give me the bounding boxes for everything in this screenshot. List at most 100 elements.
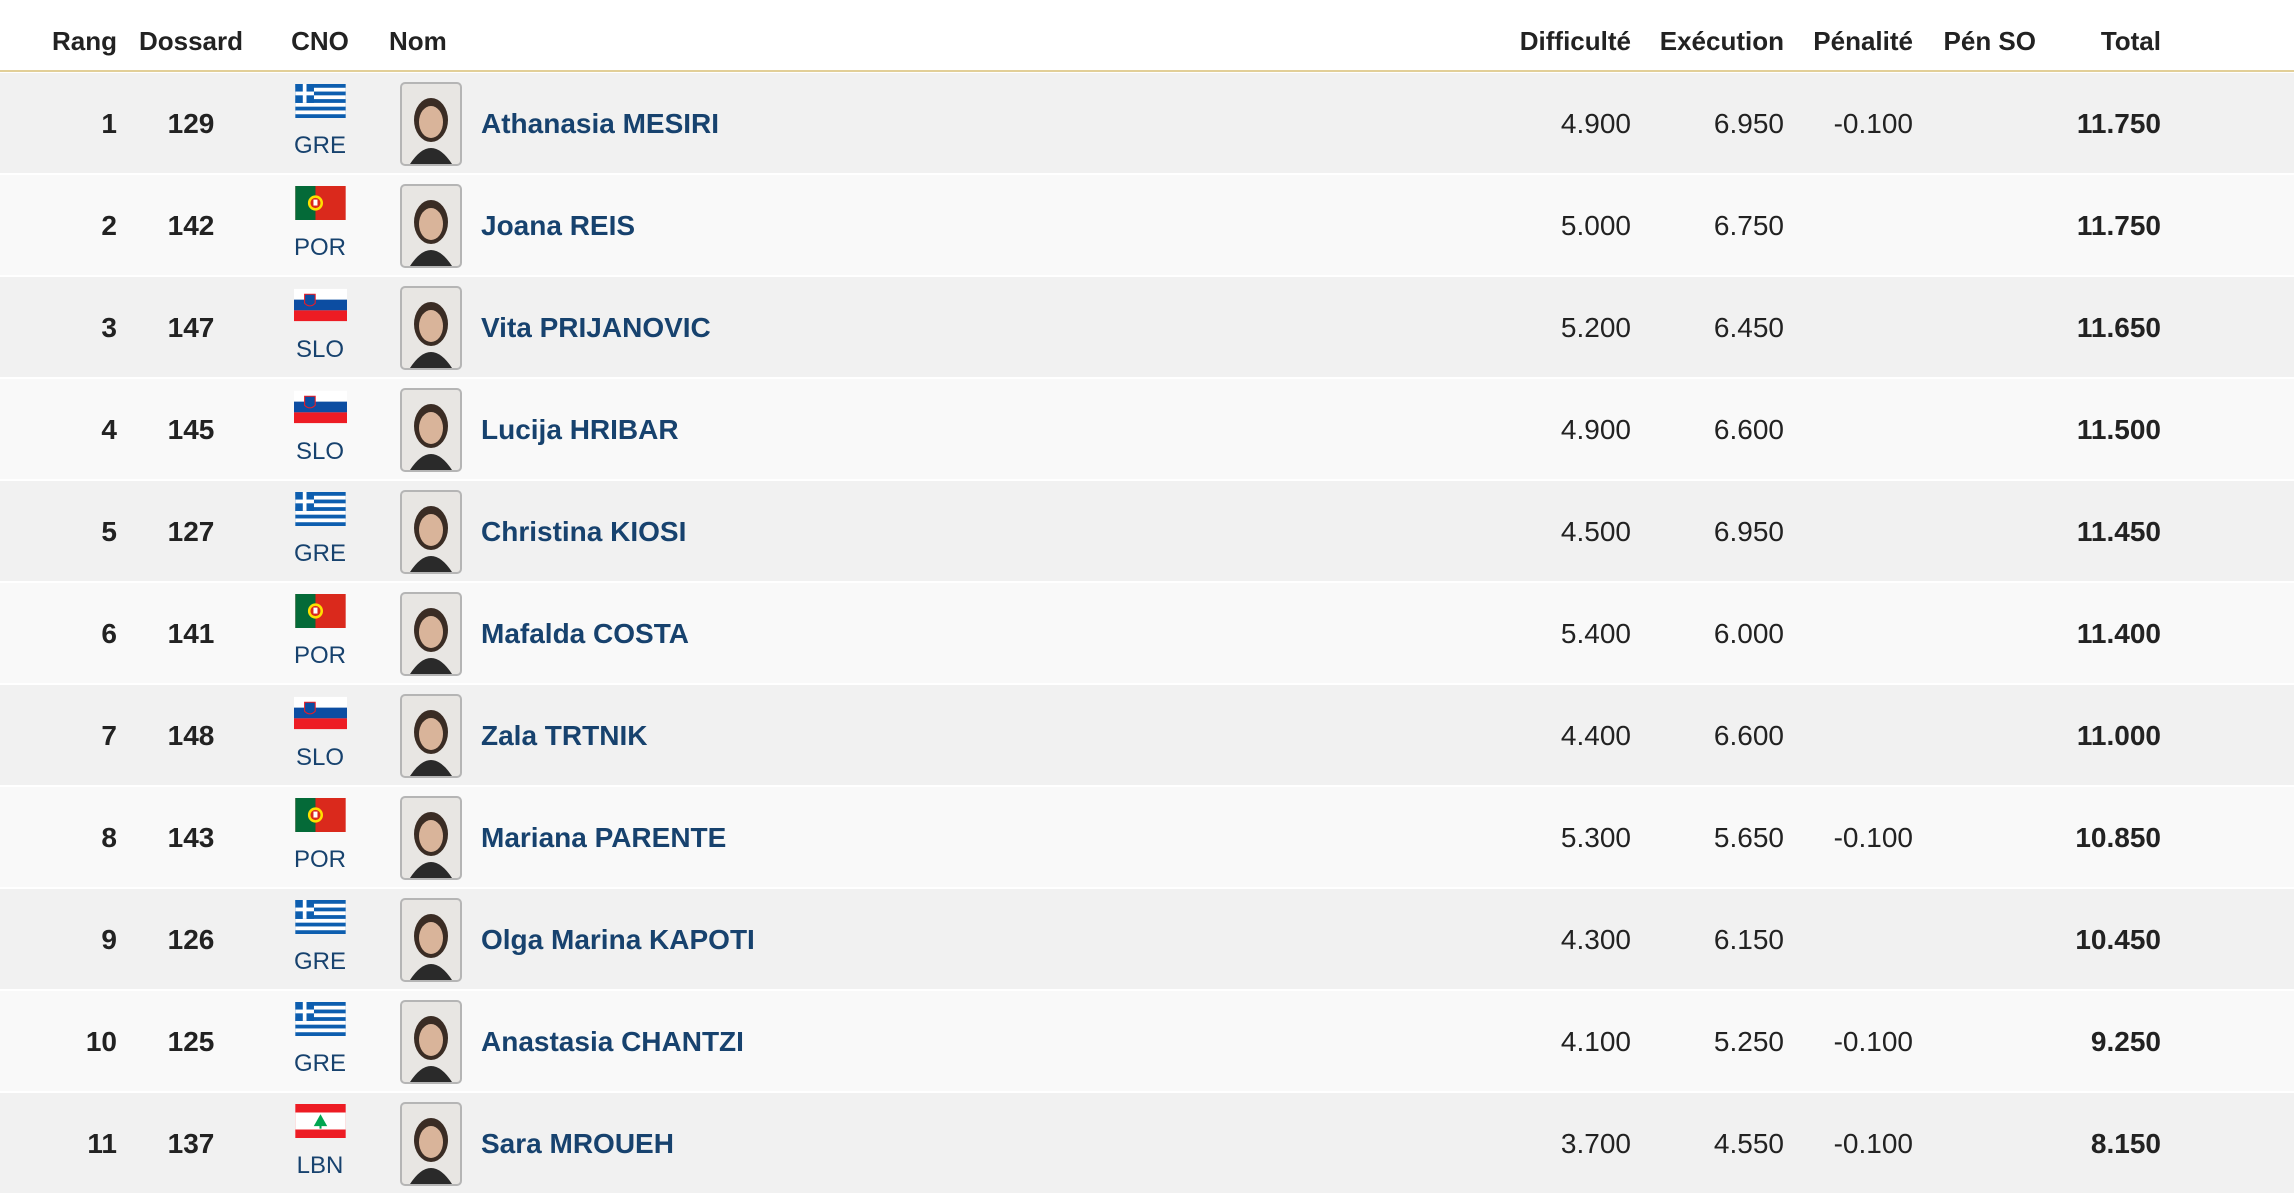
column-header: Nom — [389, 26, 447, 56]
athlete-photo — [400, 592, 462, 676]
country-code: SLO — [295, 438, 345, 465]
result-row: 6 141 POR Mafalda COSTA 5.400 6.000 11.400 — [0, 583, 2294, 683]
score-cell: 5 — [101, 516, 117, 547]
athlete-photo — [400, 286, 462, 370]
score-cell: 129 — [167, 108, 215, 139]
score-cell: 6.950 — [1713, 108, 1784, 139]
score-cell: 141 — [167, 618, 215, 649]
score-cell: 11.000 — [2076, 720, 2161, 751]
country-code: LBN — [296, 1152, 344, 1179]
score-cell: 11.650 — [2076, 312, 2161, 343]
country-flag — [294, 390, 347, 424]
score-cell: 145 — [167, 414, 215, 445]
country-flag — [295, 594, 346, 628]
result-row: 1 129 GRE Athanasia MESIRI 4.900 6.950 -0.100 1… — [0, 73, 2294, 173]
score-cell: 8.150 — [2090, 1128, 2161, 1159]
column-header: Exécution — [1659, 26, 1784, 56]
score-cell: 142 — [167, 210, 215, 241]
score-cell: 6.600 — [1713, 720, 1784, 751]
athlete-name: Lucija HRIBAR — [481, 414, 679, 445]
score-cell: 11.400 — [2076, 618, 2161, 649]
score-cell: 5.200 — [1560, 312, 1631, 343]
score-cell: 127 — [167, 516, 215, 547]
country-code: GRE — [293, 1050, 346, 1077]
athlete-name: Mariana PARENTE — [481, 822, 727, 853]
result-row: 3 147 SLO Vita PRIJANOVIC 5.200 6.450 11.650 — [0, 277, 2294, 377]
result-row: 11 137 LBN Sara MROUEH 3.700 4.550 -0.100 8.150 — [0, 1093, 2294, 1193]
score-cell: 6.750 — [1713, 210, 1784, 241]
country-code: GRE — [293, 540, 346, 567]
score-cell: 6.150 — [1713, 924, 1784, 955]
score-cell: 6.000 — [1713, 618, 1784, 649]
score-cell: 4.500 — [1560, 516, 1631, 547]
athlete-photo — [400, 694, 462, 778]
score-cell: 10.450 — [2075, 924, 2161, 955]
score-cell: 10 — [85, 1026, 117, 1057]
score-cell: 4.100 — [1560, 1026, 1631, 1057]
score-cell: 5.000 — [1560, 210, 1631, 241]
athlete-photo — [400, 1000, 462, 1084]
athlete-name: Vita PRIJANOVIC — [481, 312, 711, 343]
score-cell: -0.100 — [1833, 1128, 1913, 1159]
score-cell: 4.900 — [1560, 108, 1631, 139]
country-code: POR — [293, 642, 346, 669]
score-cell: 4.900 — [1560, 414, 1631, 445]
country-flag — [295, 1002, 346, 1036]
column-header: Dossard — [138, 26, 244, 56]
result-row: 2 142 POR Joana REIS 5.000 6.750 11.750 — [0, 175, 2294, 275]
athlete-name: Zala TRTNIK — [481, 720, 648, 751]
country-code: SLO — [295, 744, 345, 771]
score-cell: 7 — [101, 720, 117, 751]
result-row: 9 126 GRE Olga Marina KAPOTI 4.300 6.150 10.45… — [0, 889, 2294, 989]
score-cell: 126 — [167, 924, 215, 955]
result-row: 10 125 GRE Anastasia CHANTZI 4.100 5.250 -0.10… — [0, 991, 2294, 1091]
score-cell: 6.600 — [1713, 414, 1784, 445]
country-flag — [294, 288, 347, 322]
result-row: 4 145 SLO Lucija HRIBAR 4.900 6.600 11.500 — [0, 379, 2294, 479]
score-cell: 137 — [167, 1128, 215, 1159]
athlete-name: Olga Marina KAPOTI — [481, 924, 755, 955]
athlete-photo — [400, 796, 462, 880]
athlete-photo — [400, 82, 462, 166]
score-cell: 4.400 — [1560, 720, 1631, 751]
score-cell: 2 — [101, 210, 117, 241]
score-cell: 148 — [167, 720, 215, 751]
athlete-photo — [400, 184, 462, 268]
column-header: CNO — [291, 26, 349, 56]
score-cell: 6.450 — [1713, 312, 1784, 343]
column-header: Pénalité — [1813, 26, 1913, 56]
score-cell: 5.250 — [1713, 1026, 1784, 1057]
score-cell: 11.750 — [2076, 108, 2161, 139]
result-row: 7 148 SLO Zala TRTNIK 4.400 6.600 11.000 — [0, 685, 2294, 785]
score-cell: 8 — [101, 822, 117, 853]
column-header: Total — [2100, 26, 2161, 56]
athlete-name: Sara MROUEH — [481, 1128, 674, 1159]
country-flag — [295, 84, 346, 118]
score-cell: 1 — [101, 108, 117, 139]
score-cell: 4.550 — [1713, 1128, 1784, 1159]
country-code: POR — [293, 234, 346, 261]
score-cell: 147 — [167, 312, 215, 343]
score-cell: 3.700 — [1560, 1128, 1631, 1159]
country-flag — [295, 1104, 346, 1138]
athlete-name: Anastasia CHANTZI — [481, 1026, 744, 1057]
column-header: Difficulté — [1519, 26, 1631, 56]
athlete-name: Joana REIS — [481, 210, 636, 241]
score-cell: 125 — [167, 1026, 215, 1057]
score-cell: 4 — [101, 414, 117, 445]
score-cell: 11.750 — [2076, 210, 2161, 241]
score-cell: -0.100 — [1833, 1026, 1913, 1057]
header-rule — [0, 70, 2294, 72]
result-row: 8 143 POR Mariana PARENTE 5.300 5.650 -0.100 10… — [0, 787, 2294, 887]
score-cell: -0.100 — [1833, 108, 1913, 139]
country-flag — [295, 186, 346, 220]
score-cell: 9 — [101, 924, 117, 955]
score-cell: 11.450 — [2076, 516, 2161, 547]
score-cell: 11.500 — [2076, 414, 2161, 445]
country-flag — [294, 696, 347, 730]
country-code: POR — [293, 846, 346, 873]
score-cell: 143 — [167, 822, 215, 853]
country-code: GRE — [293, 132, 346, 159]
score-cell: 5.650 — [1713, 822, 1784, 853]
athlete-photo — [400, 1102, 462, 1186]
